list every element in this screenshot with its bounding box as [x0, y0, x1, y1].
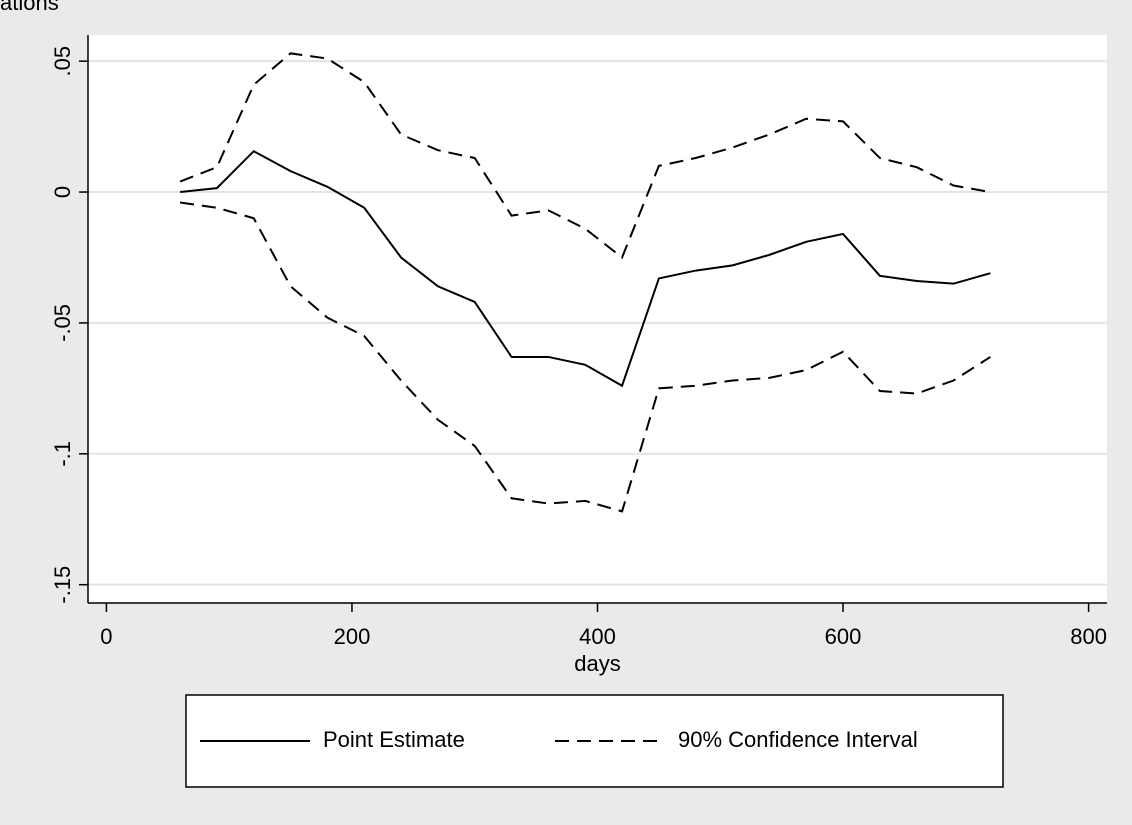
legend-label: Point Estimate	[323, 727, 465, 752]
series-line	[179, 149, 991, 388]
legend-box	[185, 694, 1004, 788]
y-tick-label: -.15	[50, 566, 75, 604]
y-tick-label: -.05	[50, 304, 75, 342]
x-tick-label: 600	[825, 624, 862, 649]
series-line	[179, 52, 991, 260]
y-tick-label: 0	[50, 186, 75, 198]
caption: ations	[0, 0, 59, 15]
series-line	[179, 201, 991, 513]
x-tick-label: 200	[334, 624, 371, 649]
x-tick-label: 0	[100, 624, 112, 649]
plot-area	[88, 35, 1107, 603]
x-tick-label: 400	[579, 624, 616, 649]
y-tick-label: .05	[50, 46, 75, 77]
y-tick-label: -.1	[50, 441, 75, 467]
x-tick-label: 800	[1070, 624, 1107, 649]
x-axis-label: days	[574, 651, 620, 676]
legend-label: 90% Confidence Interval	[678, 727, 918, 752]
